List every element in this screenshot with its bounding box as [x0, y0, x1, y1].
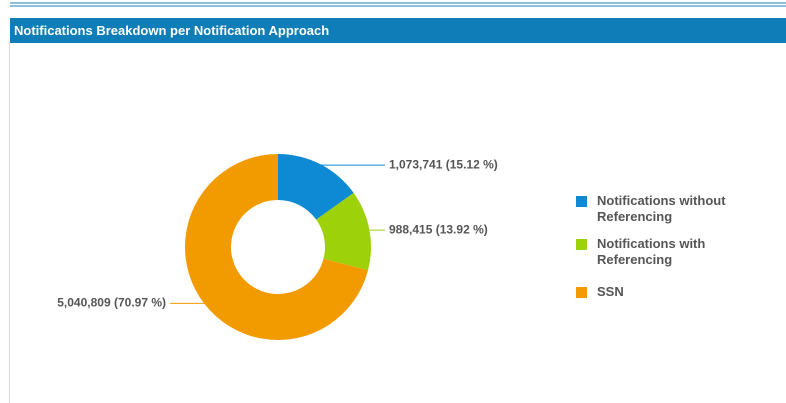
legend-label: Notifications without Referencing	[597, 193, 726, 224]
legend-swatch	[576, 239, 587, 250]
donut-slice	[278, 154, 354, 220]
legend-swatch	[576, 287, 587, 298]
legend-swatch	[576, 196, 587, 207]
legend-label: Notifications with Referencing	[597, 236, 706, 267]
legend-item: Notifications without Referencing	[576, 193, 776, 225]
donut-slice	[316, 192, 371, 271]
data-label: 1,073,741 (15.12 %)	[389, 157, 498, 171]
data-label: 988,415 (13.92 %)	[389, 222, 488, 236]
legend-label: SSN	[597, 284, 624, 299]
donut-slice	[184, 154, 369, 340]
header-bar	[10, 18, 786, 43]
legend-item: Notifications with Referencing	[576, 236, 776, 268]
legend-item: SSN	[576, 284, 776, 300]
panel-title: Notifications Breakdown per Notification…	[14, 23, 330, 38]
data-label: 5,040,809 (70.97 %)	[57, 295, 166, 309]
